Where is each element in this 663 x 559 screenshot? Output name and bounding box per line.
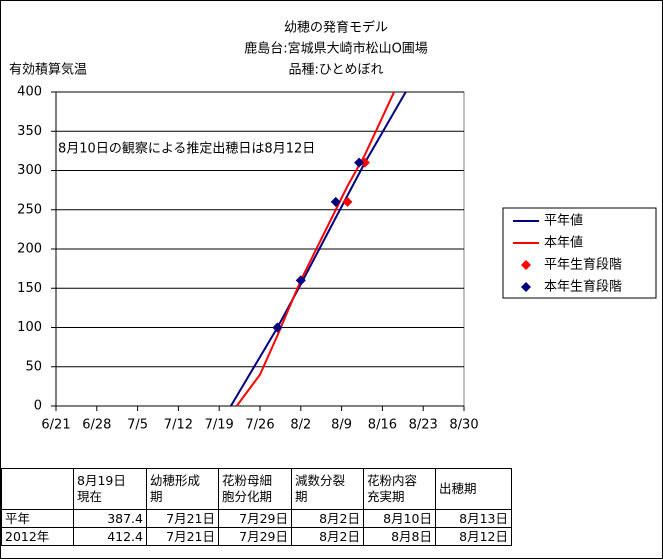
value-cell: 8月12日	[435, 527, 512, 546]
value-cell: 8月2日	[291, 509, 364, 528]
header-cell: 花粉母細 胞分化期	[218, 468, 292, 510]
row-label: 平年	[1, 509, 74, 528]
x-tick-label: 8/23	[409, 418, 438, 433]
y-tick-label: 200	[17, 242, 42, 257]
value-cell: 8月13日	[435, 509, 512, 528]
y-tick-label: 50	[25, 359, 42, 374]
x-tick-label: 8/30	[449, 418, 478, 433]
legend-label: 平年値	[544, 213, 583, 229]
legend-label: 本年生育段階	[544, 279, 622, 295]
header-cell: 花粉内容 充実期	[363, 468, 436, 510]
value-cell: 7月21日	[146, 509, 219, 528]
y-tick-label: 100	[17, 320, 42, 335]
y-tick-label: 300	[17, 163, 42, 178]
x-tick-label: 7/19	[205, 418, 234, 433]
y-tick-label: 350	[17, 124, 42, 139]
header-cell: 幼穂形成期	[146, 468, 219, 510]
header-line: 8月19日	[77, 473, 126, 488]
header-line: 幼穂形成	[150, 473, 201, 488]
chart-title: 品種:ひとめぼれ	[289, 62, 384, 78]
header-line: 期	[295, 489, 308, 504]
header-line: 花粉内容	[367, 473, 418, 488]
corner-cell	[1, 468, 74, 510]
value-cell: 387.4	[73, 509, 147, 528]
value-cell: 8月8日	[363, 527, 436, 546]
y-tick-label: 400	[17, 85, 42, 100]
stage-table: 8月19日 現在 幼穂形成期花粉母細 胞分化期 減数分裂期花粉内容 充実期 出穂期 平年 387…	[1, 468, 512, 546]
value-cell: 7月21日	[146, 527, 219, 546]
header-cell: 減数分裂期	[291, 468, 364, 510]
diamond	[330, 196, 341, 207]
legend-label: 本年値	[544, 235, 583, 251]
diamond	[354, 157, 365, 168]
row-label: 2012年	[1, 527, 74, 546]
y-tick-label: 0	[34, 399, 42, 414]
y-tick-label: 150	[17, 281, 42, 296]
diamond	[342, 196, 353, 207]
header-line: 胞分化期	[222, 489, 273, 504]
diamond	[295, 275, 306, 286]
series-group	[229, 92, 407, 406]
header-line: 現在	[77, 489, 103, 504]
annotation: 8月10日の観察による推定出穂日は8月12日	[58, 142, 315, 157]
diamond	[359, 157, 370, 168]
line	[229, 92, 407, 406]
header-line: 減数分裂	[295, 473, 346, 488]
x-tick-label: 8/2	[290, 418, 311, 433]
value-cell: 8月2日	[291, 527, 364, 546]
chart-title: 鹿島台:宮城県大崎市松山O圃場	[244, 41, 428, 57]
x-tick-label: 6/28	[82, 418, 111, 433]
header-cell: 出穂期	[435, 468, 512, 510]
legend-diamond	[521, 282, 531, 292]
header-cell: 8月19日 現在	[73, 468, 147, 510]
value-cell: 412.4	[73, 527, 147, 546]
header-line: 出穂期	[439, 481, 477, 496]
legend-label: 平年生育段階	[544, 257, 622, 273]
value-cell: 8月10日	[363, 509, 436, 528]
x-tick-label: 8/16	[368, 418, 397, 433]
legend	[502, 207, 657, 299]
x-tick-label: 8/9	[331, 418, 352, 433]
x-tick-label: 7/5	[127, 418, 148, 433]
x-tick-label: 7/12	[164, 418, 193, 433]
value-cell: 7月29日	[218, 527, 292, 546]
header-line: 花粉母細	[222, 473, 273, 488]
x-tick-label: 7/26	[245, 418, 274, 433]
line	[235, 92, 395, 406]
y-tick-label: 250	[17, 202, 42, 217]
diamond	[272, 322, 283, 333]
header-line: 充実期	[367, 489, 405, 504]
y-axis-label: 有効積算気温	[9, 62, 87, 78]
chart-title: 幼穂の発育モデル	[284, 20, 388, 36]
legend-diamond	[521, 260, 531, 270]
header-line: 期	[150, 489, 163, 504]
value-cell: 7月29日	[218, 509, 292, 528]
x-tick-label: 6/21	[41, 418, 70, 433]
